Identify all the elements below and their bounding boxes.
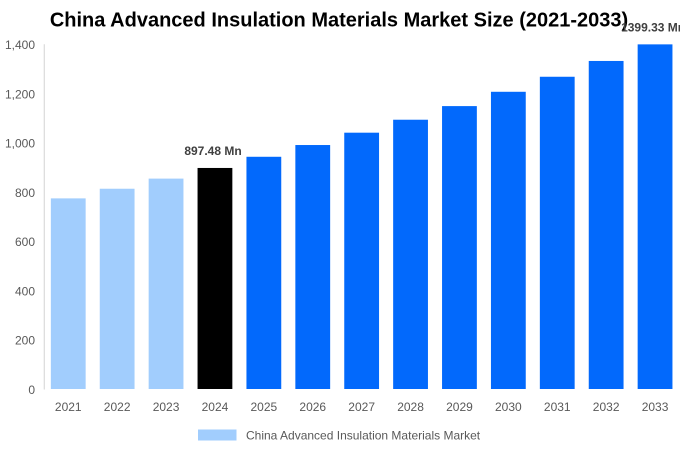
svg-text:2032: 2032 (593, 400, 620, 414)
svg-text:2031: 2031 (544, 400, 571, 414)
svg-text:2030: 2030 (495, 400, 522, 414)
svg-text:1,200: 1,200 (5, 87, 35, 101)
svg-text:2027: 2027 (348, 400, 375, 414)
svg-text:2025: 2025 (250, 400, 277, 414)
svg-text:1,400: 1,400 (5, 38, 35, 52)
svg-text:2024: 2024 (202, 400, 229, 414)
svg-text:1399.33 Mn: 1399.33 Mn (621, 21, 680, 35)
svg-text:2023: 2023 (153, 400, 180, 414)
svg-text:897.48 Mn: 897.48 Mn (184, 144, 241, 158)
svg-text:2021: 2021 (55, 400, 82, 414)
svg-text:2029: 2029 (446, 400, 473, 414)
svg-text:1,000: 1,000 (5, 137, 35, 151)
svg-text:600: 600 (15, 235, 35, 249)
svg-text:200: 200 (15, 334, 35, 348)
svg-text:800: 800 (15, 186, 35, 200)
svg-text:2026: 2026 (299, 400, 326, 414)
svg-text:2033: 2033 (642, 400, 669, 414)
svg-text:400: 400 (15, 284, 35, 298)
svg-text:0: 0 (28, 383, 35, 397)
svg-text:China Advanced Insulation Mate: China Advanced Insulation Materials Mark… (246, 428, 481, 442)
svg-text:2022: 2022 (104, 400, 131, 414)
svg-text:China Advanced Insulation Mate: China Advanced Insulation Materials Mark… (50, 10, 628, 32)
svg-text:2028: 2028 (397, 400, 424, 414)
